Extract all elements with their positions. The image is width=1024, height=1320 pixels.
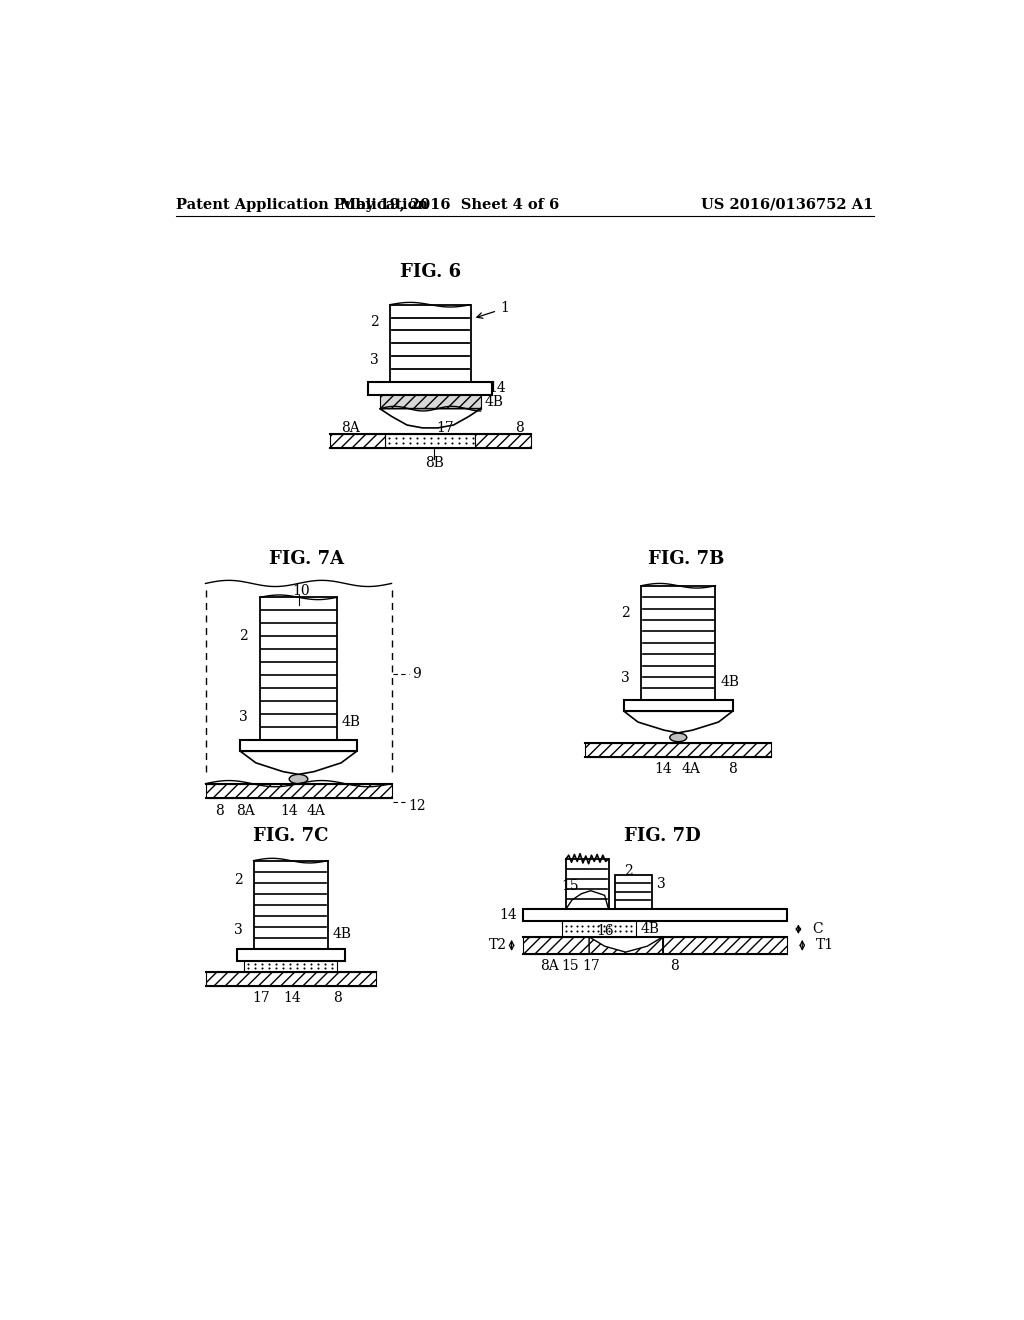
Ellipse shape [289,775,308,784]
Bar [562,921,636,937]
Text: 16: 16 [596,924,613,937]
Bar [562,921,636,937]
Text: Patent Application Publication: Patent Application Publication [176,198,428,211]
Text: 2: 2 [233,873,243,887]
Text: 12: 12 [409,799,426,813]
Text: 15: 15 [561,960,579,973]
Text: 17: 17 [436,421,455,434]
Text: C: C [812,923,823,936]
Text: 8A: 8A [541,960,559,973]
Bar [523,937,589,954]
Bar [380,395,480,409]
Text: 3: 3 [622,671,630,685]
Text: 15: 15 [561,879,579,894]
Text: 14: 14 [284,991,301,1006]
Text: 8A: 8A [237,804,255,817]
Text: 3: 3 [239,710,248,723]
Bar [206,973,376,986]
Bar [369,381,493,395]
Text: 8: 8 [333,991,342,1006]
Text: 2: 2 [624,863,633,878]
Bar [586,743,771,756]
Text: 8: 8 [670,960,679,973]
Text: 14: 14 [488,381,506,395]
Text: 4B: 4B [640,923,659,936]
Text: FIG. 7B: FIG. 7B [648,550,724,568]
Text: 14: 14 [281,804,298,817]
Text: 9: 9 [412,668,421,681]
Bar [260,597,337,739]
Polygon shape [380,409,480,428]
Text: 4B: 4B [720,675,739,689]
Text: T2: T2 [489,939,507,952]
Text: 2: 2 [239,628,248,643]
Text: May 19, 2016  Sheet 4 of 6: May 19, 2016 Sheet 4 of 6 [340,198,559,211]
Bar [566,859,608,909]
Text: 2: 2 [371,314,379,329]
Text: 3: 3 [233,923,243,937]
Text: T1: T1 [816,939,835,952]
Text: 10: 10 [292,585,309,598]
Text: 8B: 8B [425,457,443,470]
Text: 4B: 4B [333,927,351,941]
Text: 8: 8 [515,421,524,434]
Text: 3: 3 [371,354,379,367]
Text: 8: 8 [215,804,224,817]
Bar [614,875,652,909]
Bar [390,305,471,381]
Bar [641,586,716,700]
Text: 8A: 8A [341,421,359,434]
Text: 17: 17 [583,960,600,973]
Bar [206,784,391,799]
Text: 14: 14 [500,908,517,923]
Text: 2: 2 [622,606,630,619]
Text: US 2016/0136752 A1: US 2016/0136752 A1 [701,198,873,211]
Text: 4B: 4B [342,715,360,729]
Text: FIG. 6: FIG. 6 [399,264,461,281]
Bar [624,700,732,711]
Text: 4A: 4A [306,804,325,817]
Text: 3: 3 [656,876,666,891]
Bar [241,739,356,751]
Bar [385,434,475,447]
Bar [475,434,531,447]
Text: 14: 14 [654,762,672,776]
Polygon shape [241,751,356,775]
Ellipse shape [670,733,687,742]
Text: 4A: 4A [681,762,700,776]
Bar [237,949,345,961]
Bar [245,961,337,973]
Text: FIG. 7D: FIG. 7D [625,828,701,845]
Polygon shape [624,711,732,733]
Bar [523,909,786,921]
Text: 4B: 4B [484,395,504,409]
Text: FIG. 7A: FIG. 7A [268,550,344,568]
Text: 1: 1 [477,301,509,318]
Bar [330,434,385,447]
Text: 17: 17 [253,991,270,1006]
Bar [663,937,786,954]
Text: 8: 8 [728,762,737,776]
Text: FIG. 7C: FIG. 7C [253,828,329,845]
Bar [254,861,328,949]
Polygon shape [589,937,663,954]
